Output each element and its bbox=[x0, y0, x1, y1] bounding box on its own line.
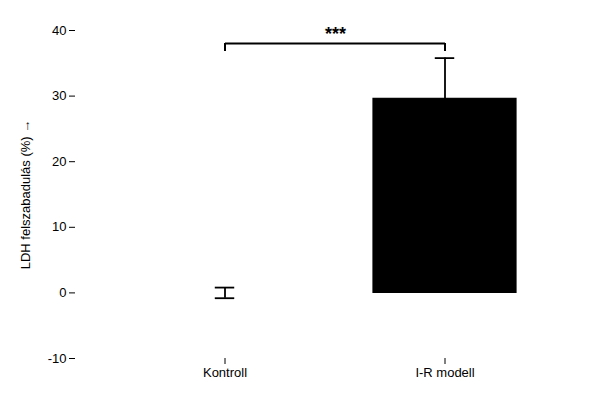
svg-text:20: 20 bbox=[52, 154, 66, 169]
svg-text:I-R modell: I-R modell bbox=[415, 365, 474, 380]
svg-text:-10: -10 bbox=[48, 351, 67, 366]
svg-text:0: 0 bbox=[59, 285, 66, 300]
svg-text:30: 30 bbox=[52, 88, 66, 103]
svg-text:LDH felszabadulás (%) →: LDH felszabadulás (%) → bbox=[18, 120, 33, 270]
svg-text:40: 40 bbox=[52, 23, 66, 38]
svg-text:10: 10 bbox=[52, 219, 66, 234]
svg-text:***: *** bbox=[325, 24, 346, 44]
svg-text:Kontroll: Kontroll bbox=[203, 365, 247, 380]
